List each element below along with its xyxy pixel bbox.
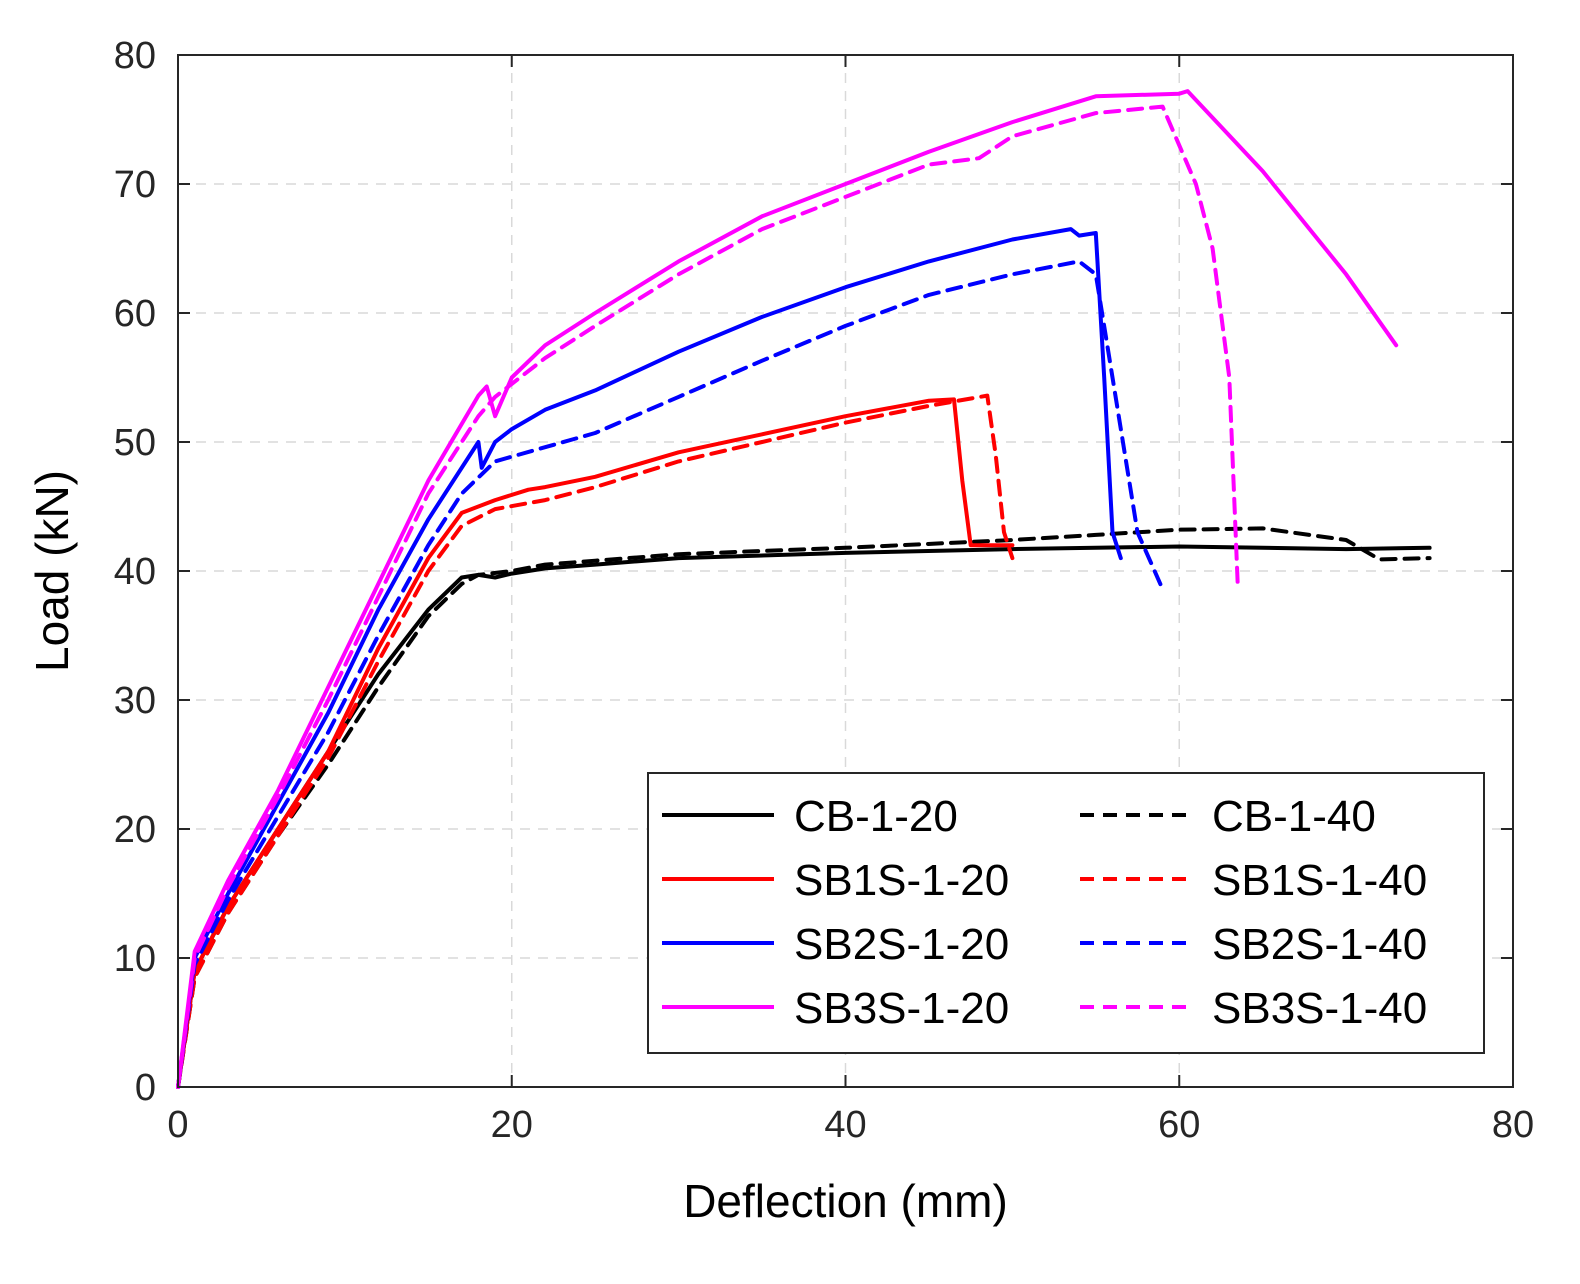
x-axis-ticks: 0 20 40 60 80 (167, 55, 1534, 1146)
legend-label-sb3s-1-40: SB3S-1-40 (1212, 984, 1427, 1033)
y-tick-label: 40 (114, 551, 156, 593)
legend: CB-1-20 SB1S-1-20 SB2S-1-20 SB3S-1-20 CB-1-4… (647, 772, 1485, 1054)
series-line-sb2s-1-40 (176, 259, 1165, 1089)
series-line-sb3s-1-20 (176, 89, 1399, 1089)
y-tick-label: 20 (114, 809, 156, 851)
x-tick-label: 60 (1158, 1104, 1200, 1146)
y-axis-title: Load (kN) (26, 470, 78, 672)
legend-label-sb1s-1-40: SB1S-1-40 (1212, 856, 1427, 905)
y-tick-label: 70 (114, 164, 156, 206)
legend-label-cb-1-40: CB-1-40 (1212, 792, 1376, 841)
series-line-sb2s-1-20 (176, 227, 1123, 1089)
x-tick-label: 0 (167, 1104, 188, 1146)
y-tick-label: 50 (114, 422, 156, 464)
y-tick-label: 30 (114, 680, 156, 722)
series-line-sb3s-1-40 (176, 104, 1240, 1089)
series-layer (176, 89, 1432, 1089)
x-axis-title: Deflection (mm) (683, 1175, 1008, 1227)
series-line-sb1s-1-20 (176, 397, 1015, 1089)
legend-box (647, 772, 1485, 1054)
y-tick-label: 10 (114, 938, 156, 980)
y-axis-ticks: 0 10 20 30 40 50 60 70 80 (114, 35, 1513, 1109)
y-tick-label: 0 (135, 1067, 156, 1109)
legend-label-sb2s-1-20: SB2S-1-20 (794, 920, 1009, 969)
x-tick-label: 20 (491, 1104, 533, 1146)
y-tick-label: 80 (114, 35, 156, 77)
legend-label-cb-1-20: CB-1-20 (794, 792, 958, 841)
x-tick-label: 40 (824, 1104, 866, 1146)
y-tick-label: 60 (114, 293, 156, 335)
legend-label-sb1s-1-20: SB1S-1-20 (794, 856, 1009, 905)
x-tick-label: 80 (1492, 1104, 1534, 1146)
series-line-sb1s-1-40 (176, 393, 1015, 1089)
legend-label-sb2s-1-40: SB2S-1-40 (1212, 920, 1427, 969)
legend-label-sb3s-1-20: SB3S-1-20 (794, 984, 1009, 1033)
